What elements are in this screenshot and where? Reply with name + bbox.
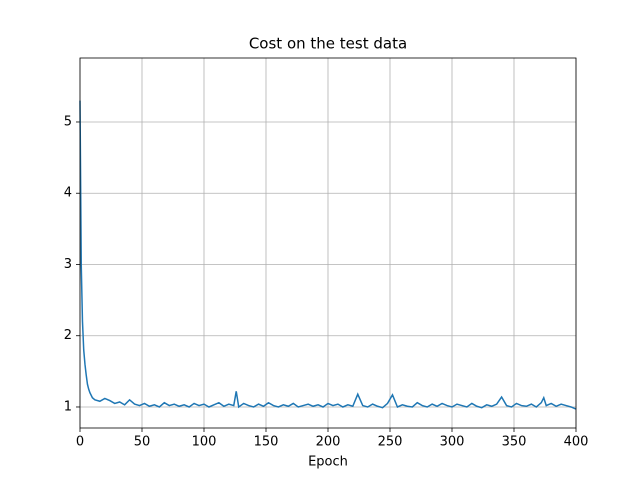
x-tick-label: 200 (316, 435, 341, 450)
x-tick-label: 0 (76, 435, 84, 450)
x-tick-label: 350 (502, 435, 527, 450)
x-tick-label: 150 (254, 435, 279, 450)
y-tick-label: 4 (64, 186, 72, 201)
y-tick-label: 1 (64, 399, 72, 414)
chart-title: Cost on the test data (249, 35, 407, 53)
x-tick-label: 100 (192, 435, 217, 450)
x-tick-label: 400 (564, 435, 589, 450)
data-line (79, 100, 577, 410)
x-axis-label: Epoch (308, 455, 348, 470)
x-tick-label: 50 (134, 435, 151, 450)
y-tick-label: 2 (64, 328, 72, 343)
y-tick-label: 3 (64, 257, 72, 272)
x-tick-label: 250 (378, 435, 403, 450)
x-tick-label: 300 (440, 435, 465, 450)
plot-frame (79, 57, 577, 429)
y-tick-label: 5 (64, 114, 72, 129)
